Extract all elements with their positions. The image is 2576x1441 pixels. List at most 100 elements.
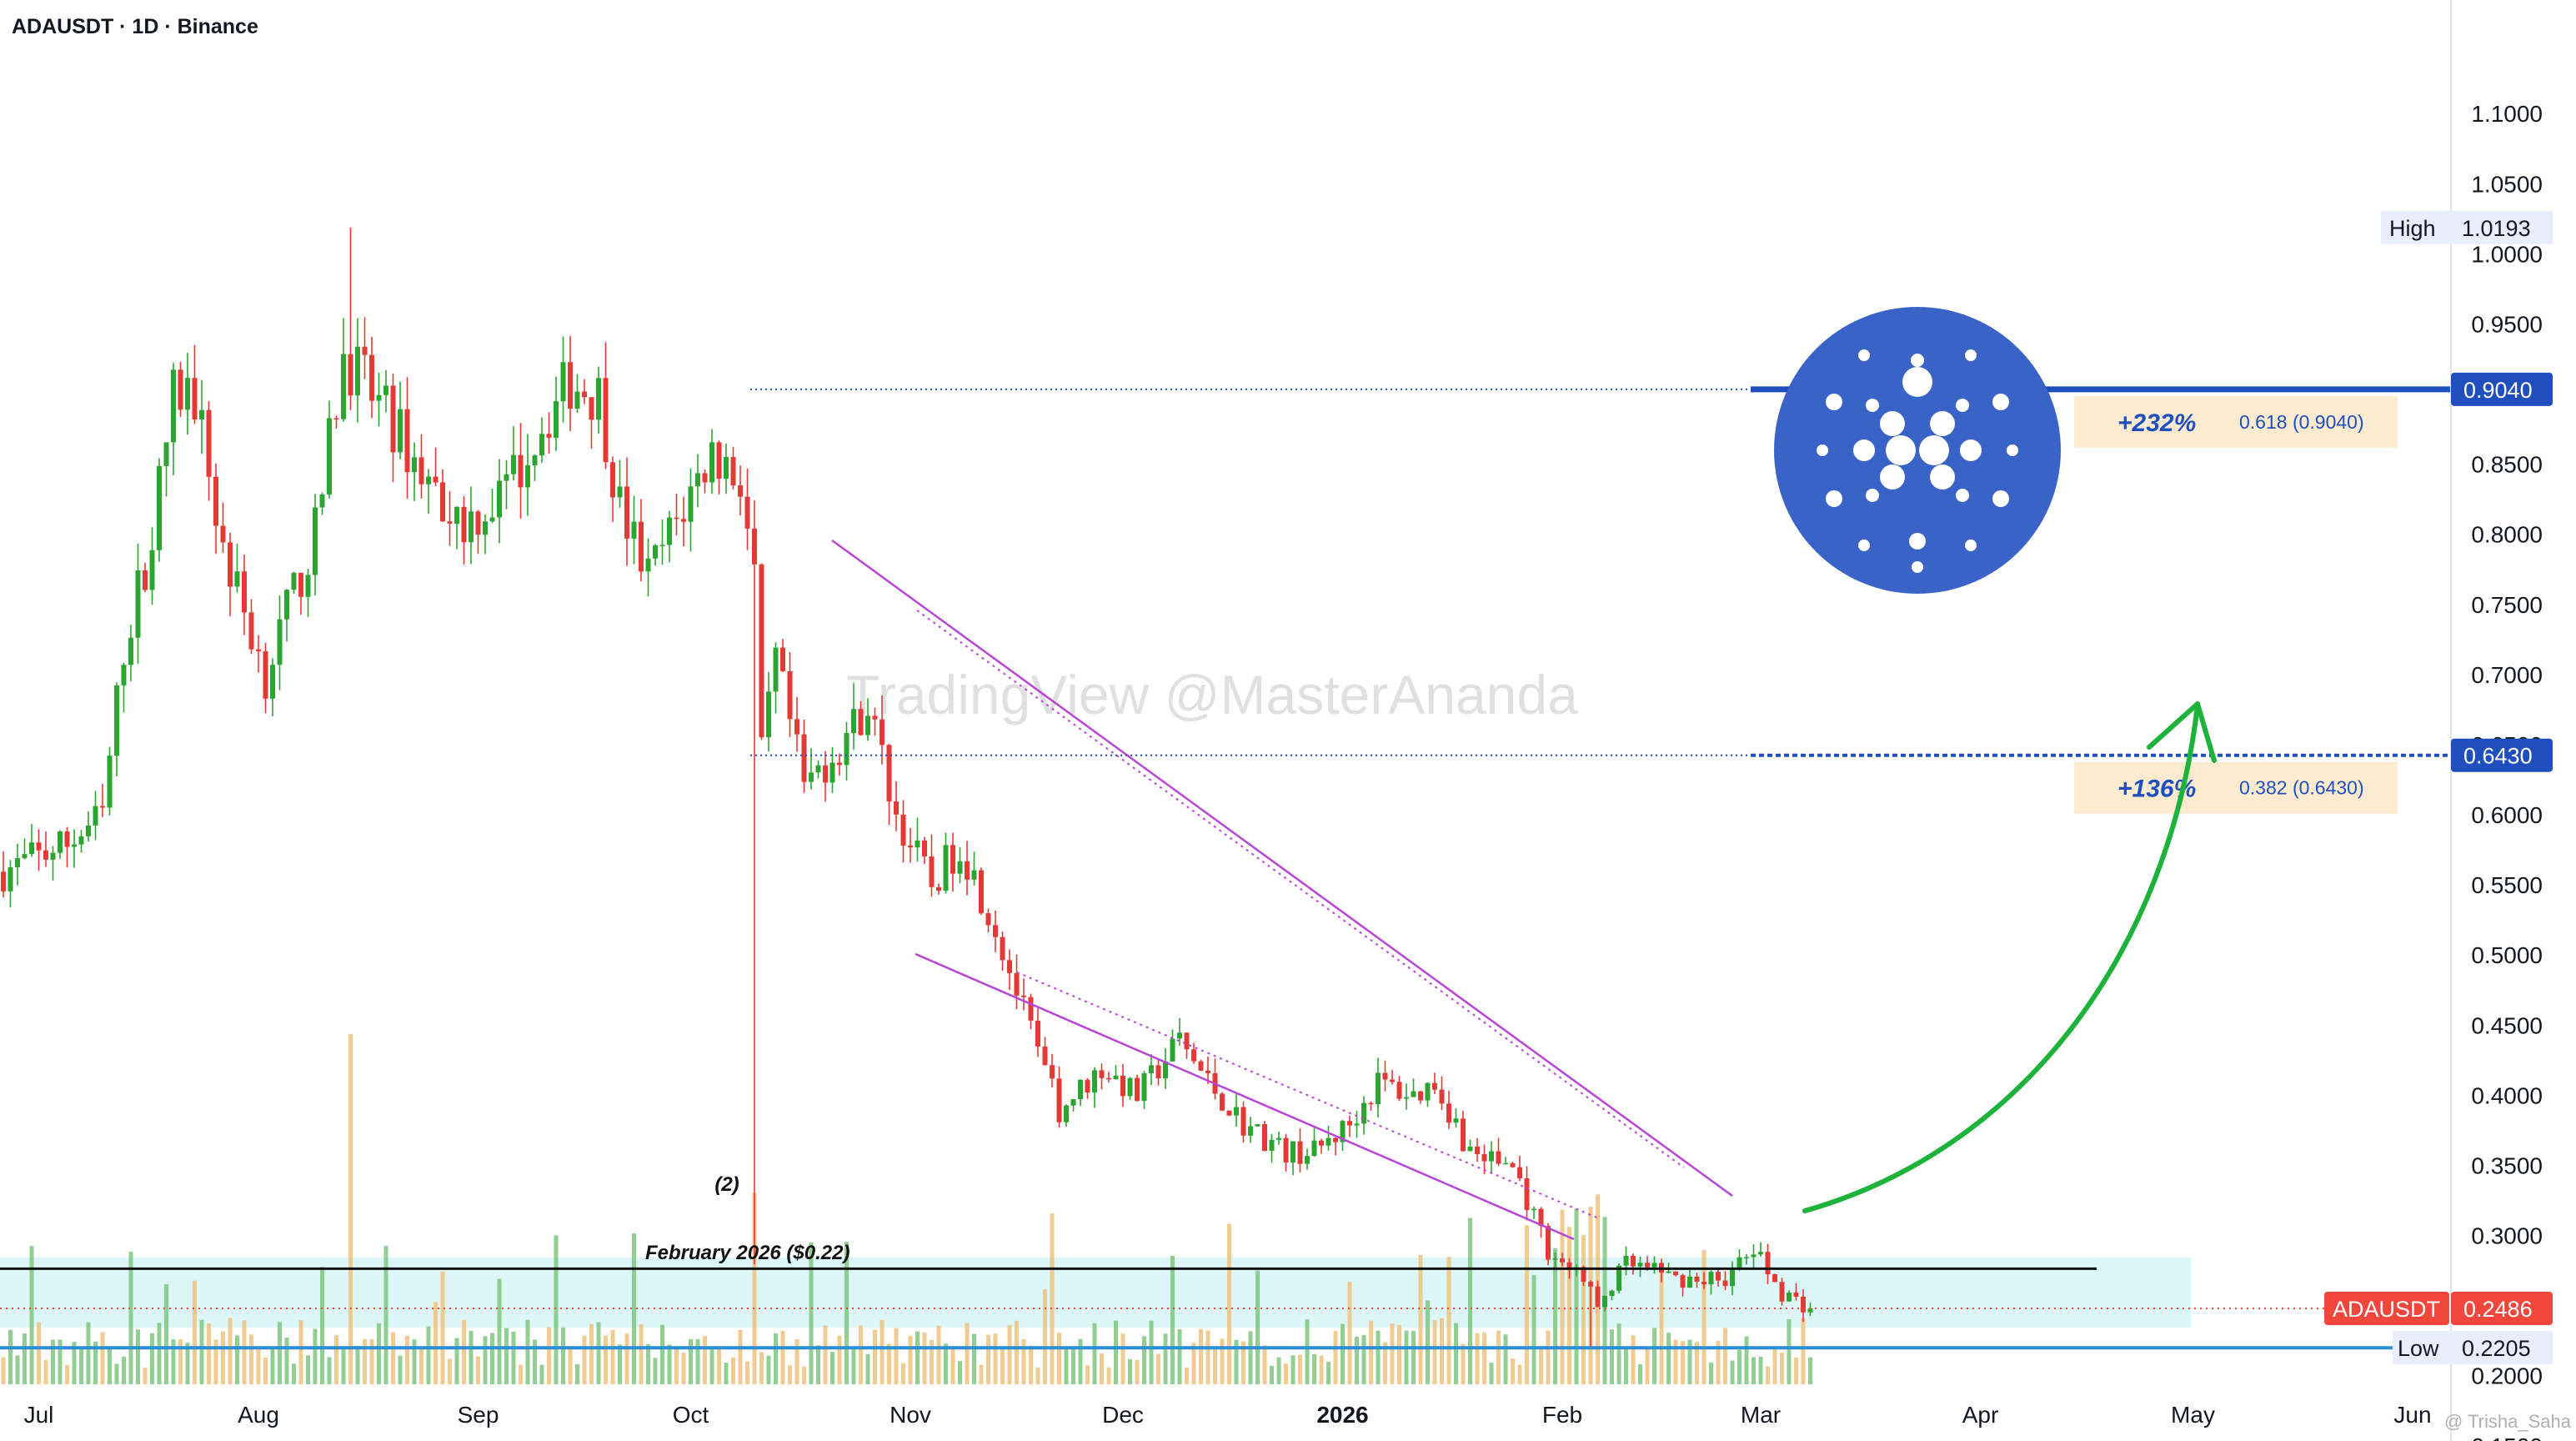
volume-bar <box>1177 1328 1182 1384</box>
candle-body <box>915 840 920 848</box>
volume-bar <box>1511 1358 1515 1384</box>
volume-bar <box>23 1333 27 1384</box>
volume-bar <box>1092 1323 1097 1384</box>
candle-body <box>483 521 488 535</box>
volume-bar <box>128 1251 133 1384</box>
candle-body <box>1446 1103 1451 1123</box>
volume-bar <box>1624 1346 1628 1384</box>
candle-body <box>1262 1124 1267 1152</box>
price-tick-label: 1.0000 <box>2471 241 2543 267</box>
candle-body <box>511 454 516 474</box>
volume-bar <box>1787 1319 1792 1384</box>
channel-upper-line[interactable] <box>831 539 1733 1197</box>
low-badge: Low 0.2205 <box>2393 1331 2553 1365</box>
channel-lower-line[interactable] <box>915 952 1575 1241</box>
candle-body <box>1276 1137 1281 1140</box>
candle-body <box>1255 1124 1260 1127</box>
candle-body <box>554 401 559 438</box>
candle-body <box>1779 1282 1785 1302</box>
candle-body <box>1127 1077 1133 1097</box>
candle-body <box>1637 1263 1643 1267</box>
candle-body <box>1248 1126 1253 1136</box>
candle-body <box>1106 1077 1111 1080</box>
volume-bar <box>171 1339 176 1384</box>
candle-body <box>1453 1118 1459 1123</box>
volume-bar <box>1446 1257 1451 1384</box>
volume-bar <box>752 1192 757 1384</box>
candle-body <box>348 354 353 396</box>
volume-bar <box>377 1323 381 1384</box>
volume-bar <box>462 1319 466 1384</box>
volume-bar <box>1737 1349 1742 1384</box>
symbol-title[interactable]: ADAUSDT · 1D · Binance <box>12 15 258 38</box>
volume-bar <box>986 1334 990 1384</box>
volume-bar <box>1262 1345 1267 1384</box>
volume-bar <box>100 1332 105 1384</box>
volume-bar <box>213 1339 218 1384</box>
volume-bar <box>709 1348 714 1384</box>
candle-body <box>1085 1080 1090 1093</box>
volume-bar <box>1616 1323 1621 1384</box>
volume-bar <box>1284 1363 1288 1384</box>
logo-dot <box>1992 490 2009 507</box>
volume-bar <box>1496 1330 1501 1384</box>
candle-body <box>383 385 388 395</box>
target1-box: +232% 0.618 (0.9040) <box>2074 395 2398 448</box>
candle-body <box>1772 1274 1777 1283</box>
volume-bar <box>270 1346 275 1384</box>
target2-price: 0.6430 <box>2463 744 2533 769</box>
volume-bar <box>695 1338 700 1384</box>
volume-bar <box>193 1280 197 1384</box>
volume-bar <box>405 1335 409 1384</box>
volume-bar <box>717 1348 721 1384</box>
volume-bar <box>1305 1319 1310 1384</box>
candle-body <box>1560 1258 1565 1263</box>
volume-bar <box>1766 1366 1770 1384</box>
volume-bar <box>383 1245 388 1384</box>
candle-body <box>50 852 56 860</box>
candle-body <box>709 442 714 483</box>
candle-body <box>171 369 176 443</box>
candle-body <box>639 521 644 572</box>
candlestick-series <box>1 227 1813 1348</box>
volume-bar <box>15 1355 20 1384</box>
volume-bar <box>242 1320 247 1384</box>
volume-bar <box>1376 1330 1381 1384</box>
volume-bar <box>568 1346 573 1384</box>
volume-bar <box>221 1331 225 1384</box>
candle-body <box>1092 1070 1097 1093</box>
candle-body <box>631 521 637 539</box>
candle-body <box>1269 1139 1275 1152</box>
volume-bar <box>1701 1250 1706 1384</box>
candle-body <box>114 685 119 756</box>
volume-bar <box>355 1345 360 1384</box>
candle-body <box>1475 1146 1480 1155</box>
volume-bar <box>313 1328 318 1384</box>
candle-body <box>766 691 771 738</box>
volume-bar <box>1517 1364 1522 1384</box>
price-tick-label: 0.7500 <box>2471 592 2543 618</box>
logo-dot <box>1965 349 1977 361</box>
candle-body <box>1673 1271 1678 1276</box>
volume-bar <box>136 1329 140 1384</box>
volume-bar <box>915 1331 920 1384</box>
candle-body <box>489 517 495 522</box>
volume-bar <box>618 1344 622 1384</box>
candle-body <box>1347 1121 1352 1126</box>
candle-body <box>886 745 892 802</box>
candle-body <box>1496 1151 1501 1164</box>
candle-body <box>546 434 552 438</box>
volume-bar <box>547 1327 551 1384</box>
logo-dot <box>1880 411 1905 436</box>
volume-bar <box>1326 1362 1331 1384</box>
time-axis[interactable]: Jul Aug Sep Oct Nov Dec 2026 Feb Mar Apr May Jun <box>24 1402 2432 1428</box>
volume-bar <box>944 1343 948 1384</box>
candle-body <box>1042 1046 1048 1066</box>
candle-body <box>1035 1020 1040 1047</box>
candle-body <box>1382 1072 1388 1080</box>
target2-badge: 0.6430 <box>2451 738 2553 772</box>
candle-body <box>157 465 162 550</box>
candle-body <box>100 806 105 808</box>
volume-bar <box>1411 1331 1416 1384</box>
